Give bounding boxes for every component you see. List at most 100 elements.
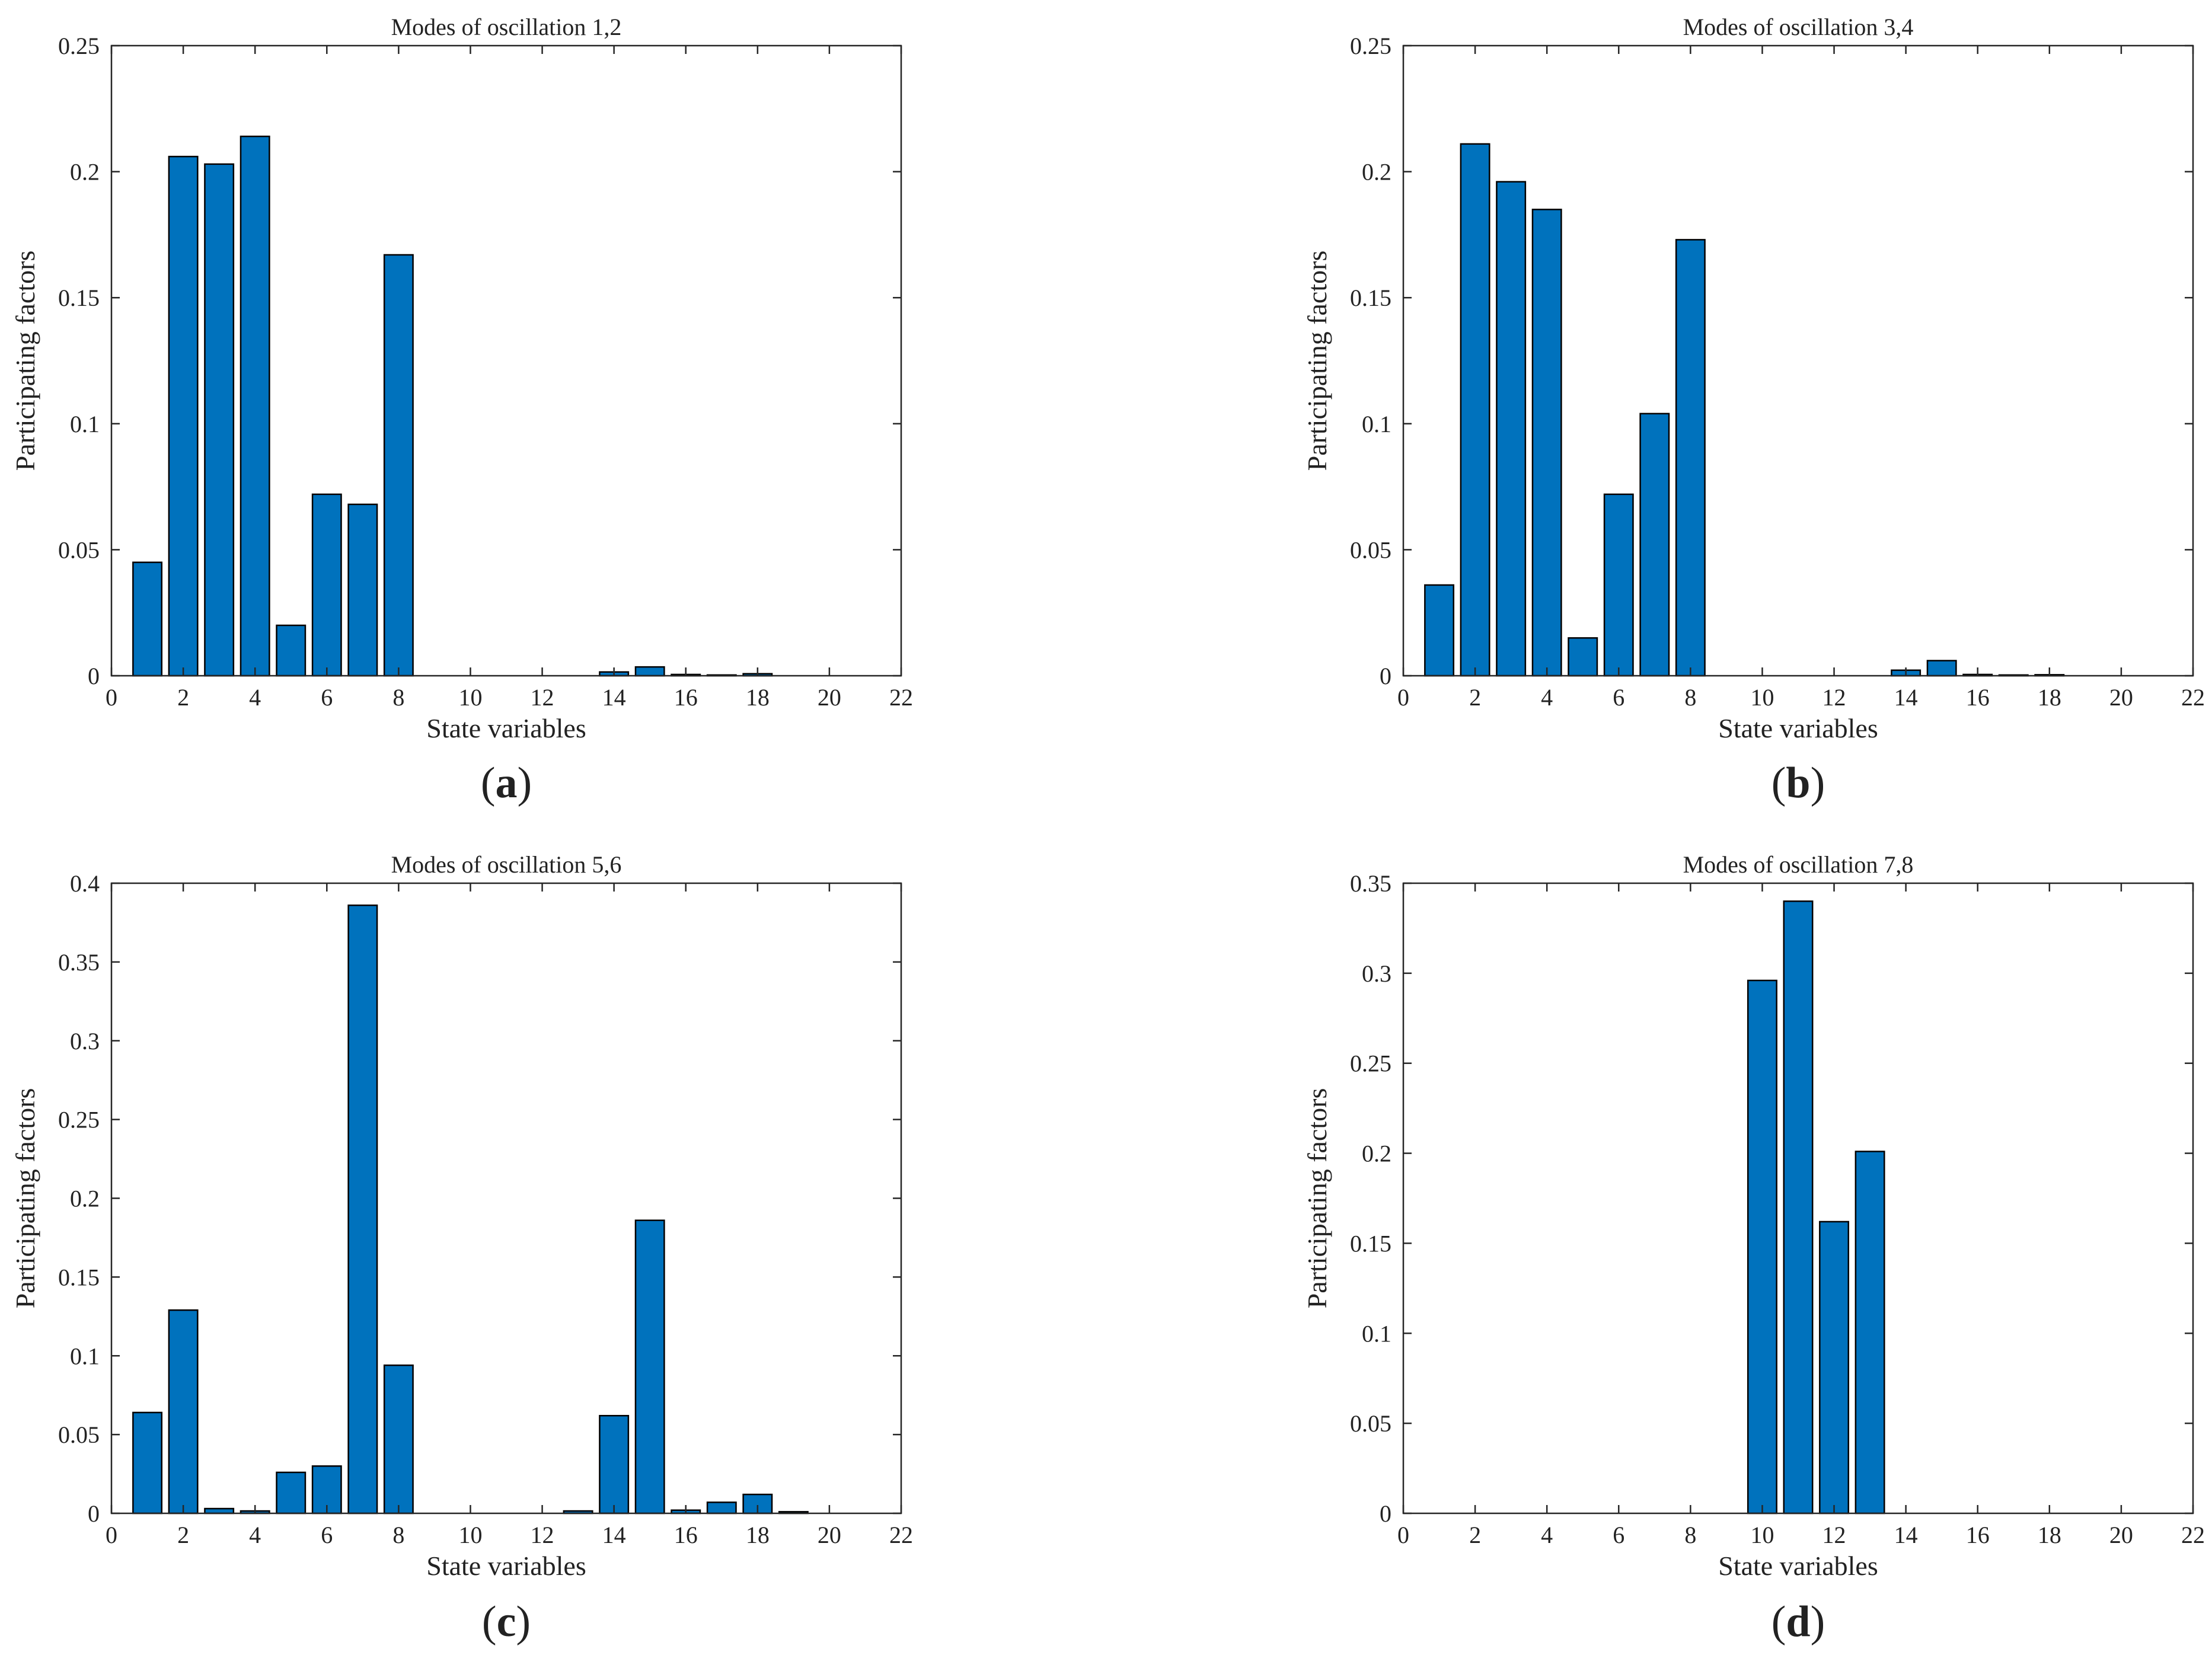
y-tick-label: 0.25 [1350, 33, 1391, 59]
x-tick-label: 10 [458, 1522, 482, 1548]
y-axis-label: Participating factors [1302, 251, 1332, 471]
x-tick-label: 22 [2181, 1522, 2205, 1548]
x-tick-label: 8 [1684, 684, 1696, 711]
x-axis-label: State variables [426, 713, 586, 743]
chart-title: Modes of oscillation 1,2 [391, 14, 622, 40]
x-tick-label: 12 [1822, 684, 1846, 711]
bar-14 [599, 1414, 630, 1515]
chart-title: Modes of oscillation 5,6 [391, 851, 622, 878]
x-tick-label: 6 [321, 1522, 333, 1548]
bar-6 [1603, 493, 1634, 677]
y-tick-label: 0.1 [1362, 1320, 1391, 1347]
y-tick-label: 0 [1380, 663, 1391, 689]
y-tick-label: 0 [1380, 1500, 1391, 1527]
bar-7 [347, 503, 378, 677]
x-tick-label: 2 [1469, 684, 1481, 711]
x-tick-label: 8 [1684, 1522, 1696, 1548]
x-tick-label: 16 [1966, 684, 1990, 711]
bar-5 [1568, 637, 1598, 677]
bar-12 [1819, 1220, 1850, 1515]
x-tick-label: 10 [458, 684, 482, 711]
x-tick-label: 20 [818, 684, 841, 711]
x-tick-label: 20 [2109, 684, 2133, 711]
x-tick-label: 2 [177, 1522, 189, 1548]
caption-paren-close: ) [518, 759, 532, 807]
x-tick-label: 2 [1469, 1522, 1481, 1548]
panel-caption: (a) [481, 759, 532, 807]
y-tick-label: 0 [88, 663, 100, 689]
bar-15 [1926, 660, 1957, 677]
chart-panel-b: 0 2 4 6 8 10 12 14 16 18 20 22 0 0.05 0.1 0.15 0.2 0.25 Mo… [1302, 14, 2205, 807]
y-tick-label: 0.2 [70, 1186, 100, 1212]
bar-15 [634, 666, 665, 677]
bar-1 [132, 561, 163, 677]
chart-title: Modes of oscillation 7,8 [1683, 851, 1914, 878]
caption-letter: d [1786, 1597, 1810, 1646]
bar-4 [240, 135, 270, 677]
x-tick-label: 8 [392, 1522, 404, 1548]
y-tick-label: 0.3 [70, 1028, 100, 1055]
x-tick-label: 22 [889, 684, 913, 711]
caption-paren-close: ) [1811, 1597, 1825, 1646]
caption-letter: a [496, 759, 518, 807]
x-tick-label: 22 [2181, 684, 2205, 711]
x-axis-label: State variables [1718, 1551, 1878, 1581]
x-tick-label: 6 [1613, 1522, 1624, 1548]
x-tick-label: 14 [602, 1522, 626, 1548]
y-tick-label: 0.05 [58, 536, 100, 563]
y-tick-label: 0.15 [1350, 1230, 1391, 1257]
chart-panel-c: 0 2 4 6 8 10 12 14 16 18 20 22 0 0.05 0.1 0.15 0.2 0.25 0.… [10, 851, 913, 1646]
x-tick-label: 10 [1750, 1522, 1774, 1548]
bar-1 [132, 1411, 163, 1515]
y-tick-label: 0.05 [58, 1421, 100, 1448]
caption-paren-open: ( [1771, 1597, 1786, 1646]
y-tick-label: 0.05 [1350, 1410, 1391, 1437]
x-tick-label: 8 [392, 684, 404, 711]
bar-15 [634, 1219, 665, 1515]
x-tick-label: 22 [889, 1522, 913, 1548]
x-tick-label: 0 [106, 684, 117, 711]
caption-letter: c [497, 1597, 516, 1646]
x-axis-label: State variables [1718, 713, 1878, 743]
x-tick-label: 12 [1822, 1522, 1846, 1548]
x-tick-label: 6 [321, 684, 333, 711]
x-tick-label: 14 [1894, 1522, 1918, 1548]
bar-3 [1496, 181, 1527, 677]
x-tick-label: 2 [177, 684, 189, 711]
bar-17 [706, 1501, 737, 1515]
bar-13 [1854, 1151, 1885, 1515]
x-tick-label: 0 [106, 1522, 117, 1548]
x-axis-label: State variables [426, 1551, 586, 1581]
axes-box [110, 882, 902, 1515]
bar-6 [311, 493, 342, 677]
bar-2 [168, 155, 199, 677]
caption-letter: b [1786, 759, 1810, 807]
caption-paren-open: ( [482, 1597, 497, 1646]
bar-8 [1675, 239, 1706, 677]
x-tick-label: 20 [818, 1522, 841, 1548]
x-tick-label: 10 [1750, 684, 1774, 711]
x-tick-label: 16 [674, 1522, 698, 1548]
caption-paren-close: ) [1811, 759, 1825, 807]
chart-title: Modes of oscillation 3,4 [1683, 14, 1914, 40]
bar-2 [168, 1309, 199, 1515]
bar-4 [1531, 209, 1562, 677]
x-tick-label: 4 [1541, 684, 1553, 711]
x-tick-label: 4 [249, 684, 261, 711]
y-tick-label: 0.35 [58, 949, 100, 976]
x-tick-label: 18 [746, 684, 770, 711]
y-tick-label: 0.25 [58, 33, 100, 59]
x-tick-label: 18 [2038, 684, 2061, 711]
y-tick-label: 0 [88, 1500, 100, 1527]
x-tick-label: 4 [1541, 1522, 1553, 1548]
bar-5 [276, 624, 307, 677]
x-tick-label: 14 [602, 684, 626, 711]
panel-caption: (b) [1771, 759, 1825, 807]
x-tick-label: 6 [1613, 684, 1624, 711]
caption-paren-close: ) [516, 1597, 531, 1646]
y-tick-label: 0.1 [70, 411, 100, 437]
x-tick-label: 18 [746, 1522, 770, 1548]
y-tick-label: 0.15 [58, 285, 100, 311]
y-axis-label: Participating factors [1302, 1088, 1332, 1309]
